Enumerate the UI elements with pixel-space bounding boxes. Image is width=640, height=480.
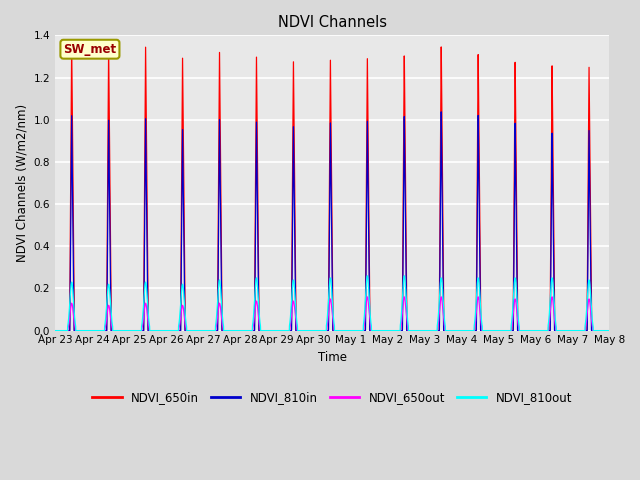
- NDVI_810out: [259, 328, 266, 334]
- NDVI_650out: [409, 328, 417, 334]
- NDVI_810in: [170, 328, 177, 334]
- Y-axis label: NDVI Channels (W/m2/nm): NDVI Channels (W/m2/nm): [15, 104, 28, 262]
- NDVI_810out: [164, 328, 172, 334]
- NDVI_810in: [259, 328, 266, 334]
- Line: NDVI_650out: NDVI_650out: [55, 297, 609, 331]
- NDVI_810out: [488, 328, 495, 334]
- Line: NDVI_810out: NDVI_810out: [55, 276, 609, 331]
- NDVI_810in: [409, 328, 417, 334]
- NDVI_650in: [170, 328, 177, 334]
- NDVI_810in: [437, 109, 445, 115]
- NDVI_650out: [605, 328, 613, 334]
- NDVI_810in: [51, 328, 59, 334]
- NDVI_650in: [604, 328, 611, 334]
- X-axis label: Time: Time: [317, 351, 347, 364]
- NDVI_810out: [401, 273, 408, 279]
- Line: NDVI_810in: NDVI_810in: [55, 112, 609, 331]
- NDVI_650in: [259, 328, 266, 334]
- NDVI_650in: [488, 328, 495, 334]
- NDVI_650in: [164, 328, 172, 334]
- NDVI_810out: [51, 328, 59, 334]
- NDVI_650in: [605, 328, 613, 334]
- NDVI_810out: [605, 328, 613, 334]
- NDVI_650out: [164, 328, 172, 334]
- NDVI_650out: [170, 328, 177, 334]
- NDVI_810out: [604, 328, 611, 334]
- NDVI_650in: [51, 328, 59, 334]
- Title: NDVI Channels: NDVI Channels: [278, 15, 387, 30]
- Line: NDVI_650in: NDVI_650in: [55, 44, 609, 331]
- NDVI_810out: [409, 328, 417, 334]
- Text: SW_met: SW_met: [63, 43, 116, 56]
- Legend: NDVI_650in, NDVI_810in, NDVI_650out, NDVI_810out: NDVI_650in, NDVI_810in, NDVI_650out, NDV…: [88, 387, 577, 409]
- NDVI_650out: [259, 328, 266, 334]
- NDVI_810in: [604, 328, 611, 334]
- NDVI_810in: [164, 328, 172, 334]
- NDVI_650out: [488, 328, 495, 334]
- NDVI_650in: [409, 328, 417, 334]
- NDVI_650out: [548, 294, 556, 300]
- NDVI_650out: [604, 328, 611, 334]
- NDVI_810in: [488, 328, 495, 334]
- NDVI_650out: [51, 328, 59, 334]
- NDVI_810in: [605, 328, 613, 334]
- NDVI_650in: [68, 41, 76, 47]
- NDVI_810out: [170, 328, 177, 334]
